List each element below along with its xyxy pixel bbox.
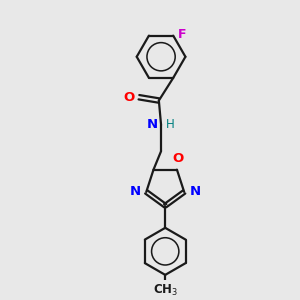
Text: H: H <box>166 118 175 131</box>
Text: CH$_3$: CH$_3$ <box>153 283 178 298</box>
Text: N: N <box>147 118 158 131</box>
Text: O: O <box>124 91 135 104</box>
Text: N: N <box>190 185 201 198</box>
Text: F: F <box>177 28 186 41</box>
Text: O: O <box>173 152 184 165</box>
Text: N: N <box>130 185 141 198</box>
